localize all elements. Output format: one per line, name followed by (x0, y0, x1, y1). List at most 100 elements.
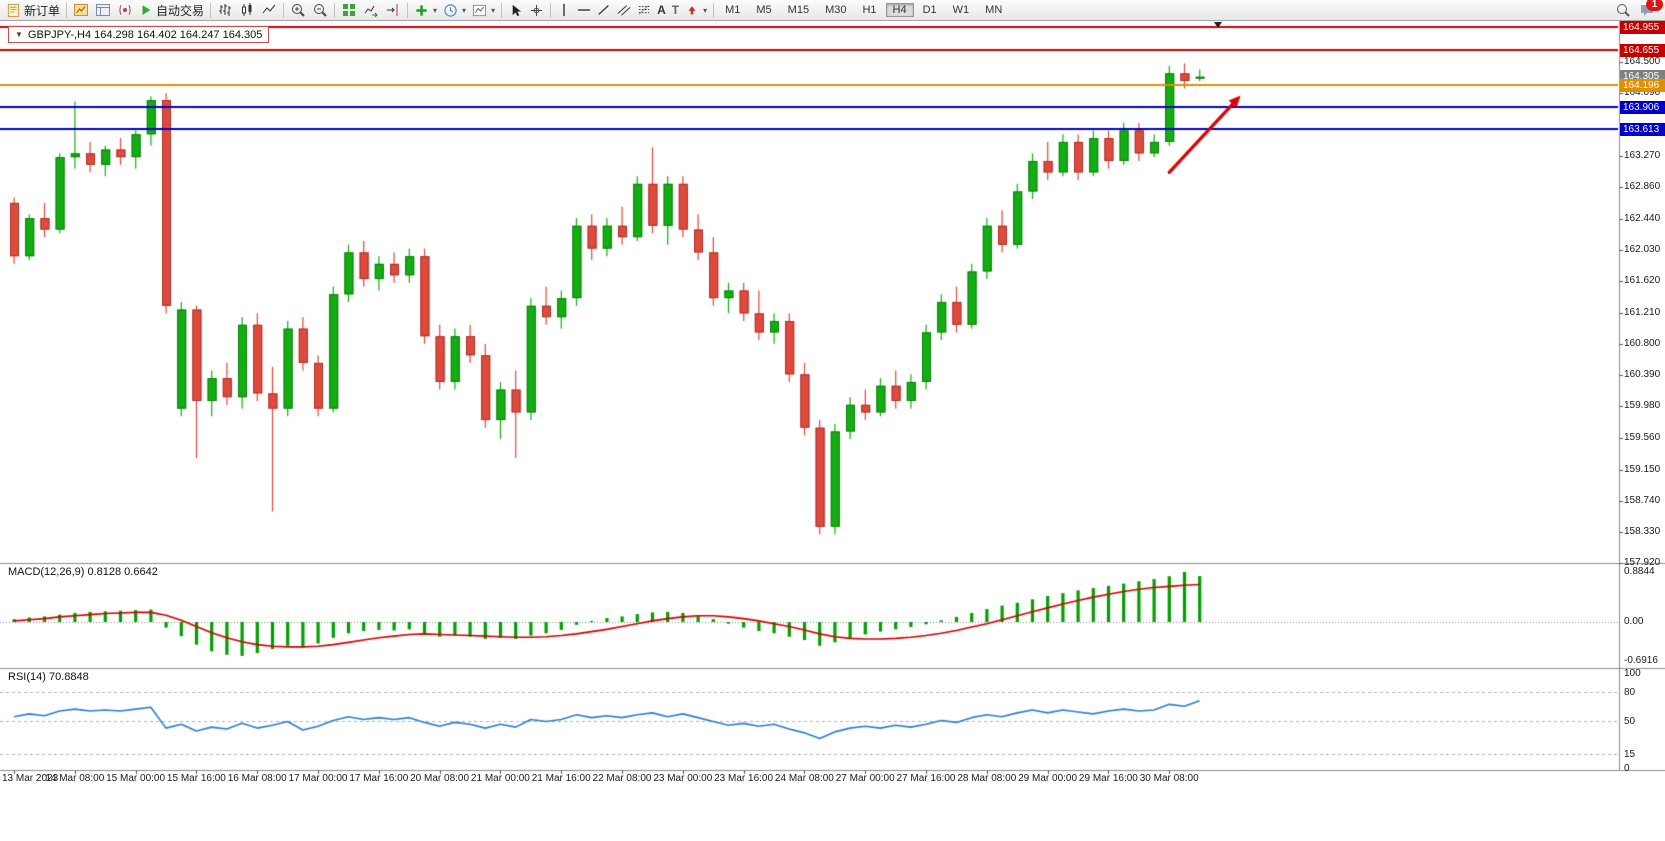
chart-title-box: ▼ GBPJPY-,H4 164.298 164.402 164.247 164… (8, 26, 270, 43)
bar-chart-icon[interactable] (214, 1, 236, 19)
time-axis-label: 17 Mar 16:00 (349, 773, 409, 784)
tab-timeframe-M15[interactable]: M15 (787, 4, 810, 16)
text-icon[interactable]: A (657, 3, 666, 17)
market-watch-icon[interactable] (114, 1, 136, 19)
chevron-down-icon: ▾ (703, 5, 708, 15)
templates-icon (472, 3, 487, 18)
time-axis-label: 27 Mar 16:00 (896, 773, 956, 784)
separator (407, 2, 409, 18)
arrow-shape-icon (685, 3, 699, 17)
search-icon[interactable] (1612, 1, 1634, 19)
templates-button[interactable]: ▾ (469, 1, 498, 19)
clock-icon (443, 3, 458, 18)
rsi-axis-label: 15 (1624, 748, 1636, 760)
macd-label: MACD(12,26,9) 0.8128 0.6642 (8, 566, 158, 578)
new-order-button[interactable]: 新订单 (3, 1, 63, 19)
time-axis-label: 27 Mar 00:00 (835, 773, 895, 784)
new-order-label: 新订单 (24, 3, 61, 18)
price-axis-label: 160.800 (1624, 337, 1661, 349)
line-chart-icon[interactable] (258, 1, 280, 19)
notifications-button[interactable]: 1 (1636, 0, 1663, 19)
chart-shift-marker[interactable] (1214, 22, 1222, 28)
price-axis-label: 157.920 (1624, 557, 1661, 569)
shapes-button[interactable]: ▾ (682, 1, 710, 19)
time-axis-label: 15 Mar 16:00 (166, 773, 226, 784)
separator (210, 2, 212, 18)
auto-scroll-icon[interactable] (360, 1, 382, 19)
price-axis-label: 158.740 (1624, 494, 1661, 506)
time-axis-label: 13 Mar 2023 (2, 773, 59, 784)
price-axis-label: 163.270 (1624, 149, 1661, 161)
time-axis-label: 22 Mar 08:00 (592, 773, 652, 784)
time-axis-label: 15 Mar 00:00 (106, 773, 166, 784)
vertical-line-icon[interactable] (554, 1, 574, 19)
time-axis-label: 21 Mar 00:00 (470, 773, 530, 784)
auto-trading-button[interactable]: 自动交易 (136, 1, 207, 19)
price-axis-label: 159.560 (1624, 432, 1661, 444)
new-order-icon (6, 3, 21, 18)
chevron-down-icon: ▾ (462, 5, 467, 15)
horizontal-line-icon[interactable] (574, 1, 594, 19)
rsi-axis-label: 100 (1624, 668, 1641, 679)
price-axis-label: 164.090 (1624, 87, 1661, 99)
new-chart-icon[interactable] (70, 1, 92, 19)
time-axis-label: 14 Mar 08:00 (45, 773, 105, 784)
zoom-in-icon[interactable] (287, 1, 309, 19)
time-axis-label: 21 Mar 16:00 (531, 773, 591, 784)
chart-shift-icon[interactable] (382, 1, 404, 19)
auto-trading-label: 自动交易 (156, 3, 205, 18)
label-icon[interactable]: T (671, 3, 680, 17)
price-axis-label: 162.030 (1624, 244, 1661, 256)
timeframe-bar: M1 M5 M15 M30 H1 H4 D1 W1 MN (717, 2, 1010, 18)
price-tag: 164.196 (1620, 78, 1665, 92)
price-axis-label: 159.150 (1624, 463, 1661, 475)
separator (283, 2, 285, 18)
tile-windows-icon[interactable] (338, 1, 360, 19)
time-axis-label: 17 Mar 00:00 (288, 773, 348, 784)
indicators-button[interactable]: ▾ (411, 1, 440, 19)
candlestick-icon[interactable] (236, 1, 258, 19)
time-axis-label: 29 Mar 16:00 (1078, 773, 1138, 784)
indicators-icon (414, 3, 429, 18)
tab-timeframe-MN[interactable]: MN (985, 4, 1003, 16)
fibonacci-icon[interactable] (634, 1, 654, 19)
tab-timeframe-M1[interactable]: M1 (725, 4, 741, 16)
macd-axis-label: 0.00 (1624, 616, 1644, 627)
tab-timeframe-W1[interactable]: W1 (952, 4, 970, 16)
rsi-label: RSI(14) 70.8848 (8, 671, 89, 683)
price-tag: 164.655 (1620, 43, 1665, 57)
chart-title-dropdown-icon[interactable]: ▼ (15, 30, 23, 39)
time-axis-label: 20 Mar 08:00 (410, 773, 470, 784)
notification-badge: 1 (1646, 0, 1663, 11)
price-axis-label: 162.860 (1624, 180, 1661, 192)
chart-title: GBPJPY-,H4 164.298 164.402 164.247 164.3… (27, 28, 263, 41)
tab-timeframe-M5[interactable]: M5 (756, 4, 772, 16)
periods-button[interactable]: ▾ (440, 1, 469, 19)
price-axis-label: 159.980 (1624, 400, 1661, 412)
crosshair-icon[interactable] (526, 1, 547, 19)
separator (713, 2, 715, 18)
price-tag: 163.613 (1620, 122, 1665, 136)
macd-axis-label: 0.8844 (1624, 566, 1655, 578)
tab-timeframe-H4[interactable]: H4 (885, 3, 914, 17)
time-axis-label: 23 Mar 00:00 (653, 773, 713, 784)
rsi-axis-label: 0 (1624, 763, 1630, 774)
macd-axis-label: -0.6916 (1624, 655, 1658, 667)
rsi-axis-label: 80 (1624, 687, 1636, 698)
time-axis-label: 16 Mar 08:00 (227, 773, 287, 784)
trendline-icon[interactable] (594, 1, 614, 19)
time-axis-label: 28 Mar 08:00 (957, 773, 1017, 784)
time-axis-label: 30 Mar 08:00 (1139, 773, 1199, 784)
time-axis-label: 24 Mar 08:00 (774, 773, 834, 784)
toolbar: 新订单 自动交易 ▾ ▾ ▾ A T ▾ M1 M5 M15 M30 H1 H4 D1 W1 M… (0, 0, 1665, 21)
tab-timeframe-M30[interactable]: M30 (825, 4, 847, 16)
time-axis-label: 29 Mar 00:00 (1018, 773, 1078, 784)
tab-timeframe-H1[interactable]: H1 (862, 4, 877, 16)
separator (334, 2, 336, 18)
profiles-icon[interactable] (92, 1, 114, 19)
channel-icon[interactable] (614, 1, 634, 19)
cursor-icon[interactable] (505, 1, 526, 19)
zoom-out-icon[interactable] (309, 1, 331, 19)
tab-timeframe-D1[interactable]: D1 (922, 4, 937, 16)
